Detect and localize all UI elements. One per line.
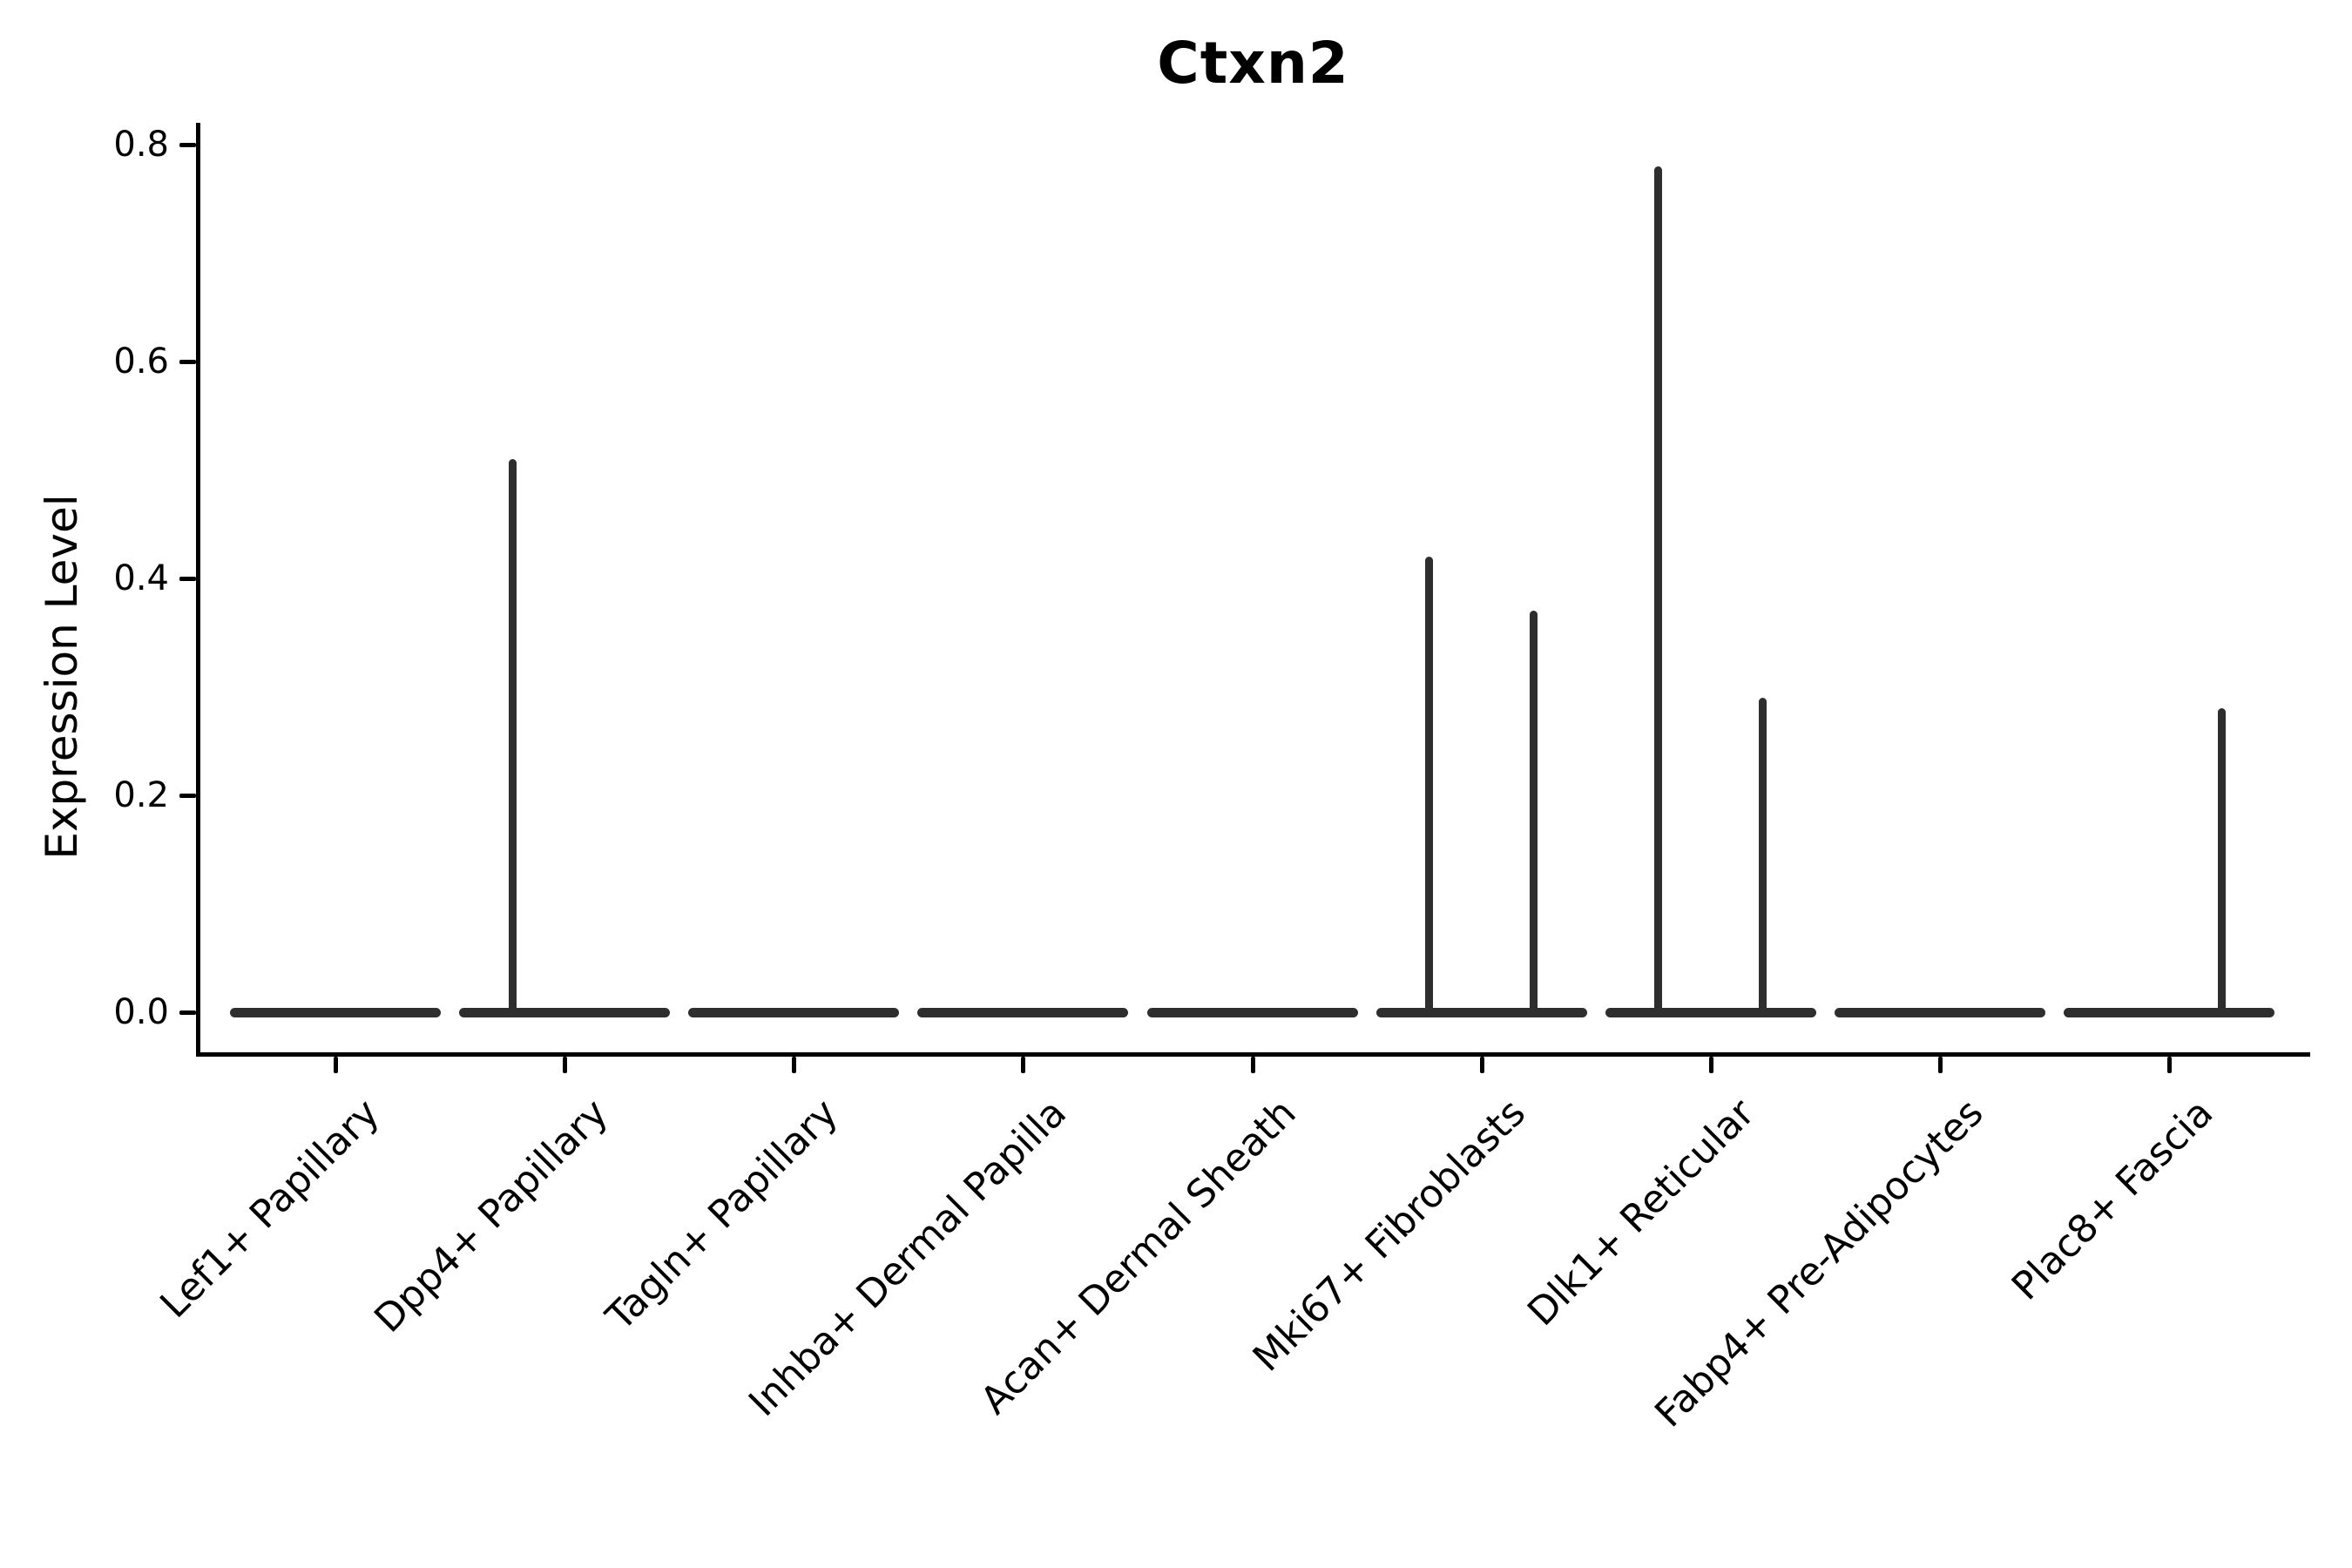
x-tick-mark bbox=[792, 1057, 797, 1073]
violin-baseline bbox=[2064, 1007, 2274, 1017]
y-tick-label: 0.6 bbox=[113, 341, 169, 382]
violin-spike bbox=[1654, 166, 1663, 1012]
x-tick-mark bbox=[563, 1057, 568, 1073]
y-axis-spine bbox=[196, 123, 200, 1057]
x-tick-label: Plac8+ Fascia bbox=[2003, 1091, 2222, 1309]
y-tick-mark bbox=[179, 794, 196, 798]
y-tick-mark bbox=[179, 1010, 196, 1015]
violin-spike bbox=[1425, 557, 1434, 1012]
x-tick-mark bbox=[1937, 1057, 1943, 1073]
violin-baseline bbox=[230, 1007, 441, 1017]
x-tick-label: Lef1+ Papillary bbox=[151, 1091, 389, 1328]
x-tick-label: Tagln+ Papillary bbox=[597, 1091, 847, 1340]
y-tick-label: 0.2 bbox=[113, 775, 169, 815]
y-tick-label: 0.8 bbox=[113, 125, 169, 165]
violin-baseline bbox=[1605, 1007, 1816, 1017]
x-tick-mark bbox=[1021, 1057, 1026, 1073]
violin-spike bbox=[508, 459, 517, 1012]
x-tick-mark bbox=[1250, 1057, 1255, 1073]
x-axis-spine bbox=[196, 1052, 2310, 1057]
x-tick-label: Dpp4+ Papillary bbox=[366, 1091, 618, 1342]
y-tick-mark bbox=[179, 577, 196, 581]
violin-baseline bbox=[459, 1007, 671, 1017]
violin-baseline bbox=[1375, 1007, 1587, 1017]
violin-spike bbox=[1530, 611, 1538, 1012]
x-tick-mark bbox=[1708, 1057, 1713, 1073]
plot-title: Ctxn2 bbox=[1157, 30, 1349, 97]
y-tick-label: 0.0 bbox=[113, 992, 169, 1032]
x-tick-label: Dlk1+ Reticular bbox=[1518, 1091, 1763, 1335]
violin-baseline bbox=[917, 1007, 1129, 1017]
x-tick-mark bbox=[2167, 1057, 2172, 1073]
violin-baseline bbox=[688, 1007, 900, 1017]
y-tick-mark bbox=[179, 360, 196, 364]
x-tick-mark bbox=[334, 1057, 338, 1073]
violin-spike bbox=[2217, 708, 2226, 1012]
y-tick-label: 0.4 bbox=[113, 558, 169, 598]
x-tick-mark bbox=[1479, 1057, 1484, 1073]
violin-baseline bbox=[1146, 1007, 1358, 1017]
violin-baseline bbox=[1834, 1007, 2045, 1017]
y-tick-mark bbox=[179, 143, 196, 147]
violin-spike bbox=[1759, 697, 1767, 1012]
